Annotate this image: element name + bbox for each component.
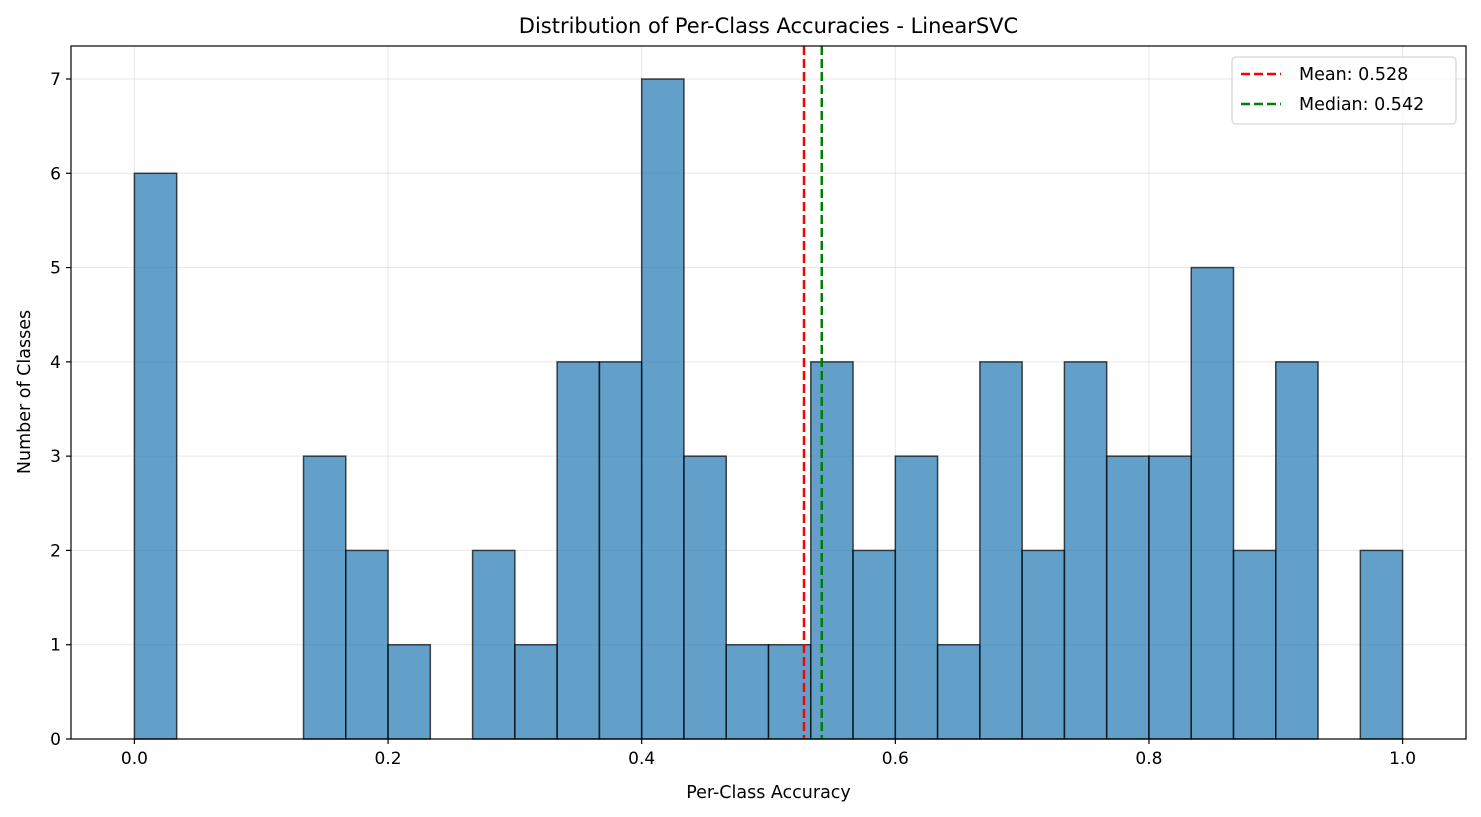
plot-area-frame: [70, 45, 1467, 740]
histogram-bar: [810, 361, 854, 740]
histogram-bar: [725, 643, 770, 740]
y-tick-label: 2: [50, 541, 61, 561]
histogram-bar: [852, 549, 897, 740]
y-tick-label: 3: [50, 447, 61, 467]
reference-lines: [802, 46, 824, 739]
histogram-bar: [894, 455, 939, 740]
histogram-bar: [1105, 455, 1150, 740]
y-tick-label: 1: [50, 636, 61, 656]
histogram-bar: [556, 361, 601, 740]
y-tick-label: 0: [50, 730, 61, 750]
y-tick-label: 6: [50, 164, 61, 184]
x-axis-label: Per-Class Accuracy: [686, 783, 851, 803]
histogram-bar: [979, 361, 1023, 740]
histogram-bar: [345, 549, 389, 740]
mean-legend-label: Mean: 0.528: [1299, 65, 1408, 85]
histogram-bar: [1148, 455, 1192, 740]
chart-title: Distribution of Per-Class Accuracies - L…: [519, 14, 1018, 38]
x-tick-label: 0.4: [628, 749, 655, 769]
y-tick-label: 5: [50, 259, 61, 279]
histogram-bar: [471, 549, 516, 740]
histogram-bar: [1021, 549, 1066, 740]
histogram-bar: [1063, 361, 1108, 740]
x-tick-label: 0.0: [121, 749, 148, 769]
histogram-bar: [1275, 361, 1319, 740]
histogram-bar: [133, 172, 178, 740]
histogram-bar: [1190, 266, 1235, 740]
histogram-bar: [598, 361, 643, 740]
legend-box: [1231, 56, 1457, 125]
x-tick-label: 1.0: [1389, 749, 1416, 769]
y-axis-label: Number of Classes: [15, 310, 35, 474]
histogram-bar: [1359, 549, 1404, 740]
legend: Mean: 0.528 Median: 0.542: [1231, 56, 1457, 125]
x-tick-label: 0.2: [375, 749, 402, 769]
histogram-bar: [936, 643, 981, 740]
axis-ticks: 0.0 0.2 0.4 0.6 0.8 1.0 0 1 2 3 4 5 6 7: [50, 70, 1416, 769]
histogram-bar: [1232, 549, 1277, 740]
histogram-bar: [514, 643, 558, 740]
histogram-bar: [387, 643, 432, 740]
x-tick-label: 0.6: [882, 749, 909, 769]
y-tick-label: 4: [50, 353, 61, 373]
histogram-bars: [133, 78, 1404, 740]
median-legend-label: Median: 0.542: [1299, 95, 1424, 115]
histogram-bar: [640, 78, 685, 740]
histogram-bar: [683, 455, 727, 740]
x-tick-label: 0.8: [1135, 749, 1162, 769]
y-tick-label: 7: [50, 70, 61, 90]
histogram-bar: [302, 455, 347, 740]
